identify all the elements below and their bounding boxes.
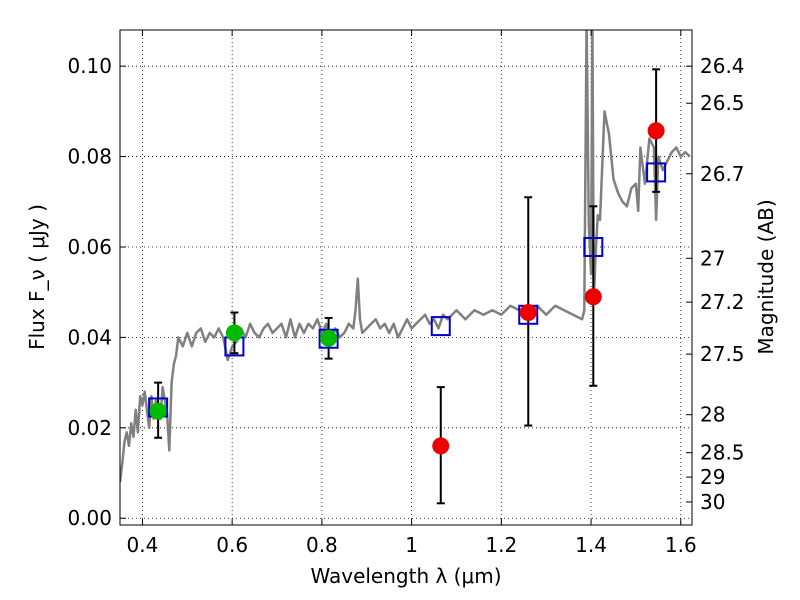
detection-point xyxy=(149,402,167,420)
model-sed-line xyxy=(120,30,691,483)
y-tick-label: 0.08 xyxy=(67,145,112,169)
mag-tick-label: 29 xyxy=(700,465,725,489)
x-tick-label: 0.8 xyxy=(306,533,338,557)
y-axis-title: Flux F_ν ( μJy ) xyxy=(25,204,49,350)
upper-limit-point xyxy=(647,122,665,140)
axis-ticks: 0.4 0.6 0.8 1 1.2 1.4 1.6 0.00 0.02 0.04 0.06 0.08 0… xyxy=(67,30,745,557)
mag-tick-label: 26.4 xyxy=(700,54,745,78)
detection-point xyxy=(320,329,338,347)
model-square-marker xyxy=(430,316,451,337)
upper-limit-point xyxy=(519,304,537,322)
mag-tick-label: 30 xyxy=(700,490,725,514)
x-tick-label: 1 xyxy=(405,533,418,557)
x-tick-label: 0.4 xyxy=(127,533,159,557)
y-tick-label: 0.04 xyxy=(67,325,112,349)
model-square-marker xyxy=(318,328,339,349)
x-tick-label: 0.6 xyxy=(216,533,248,557)
x-tick-label: 1.6 xyxy=(665,533,697,557)
y-tick-label: 0.10 xyxy=(67,54,112,78)
plot-frame xyxy=(119,29,693,526)
y-tick-label: 0.06 xyxy=(67,235,112,259)
model-square-marker xyxy=(646,162,667,183)
y-tick-label: 0.00 xyxy=(67,506,112,530)
upper-limit-point xyxy=(584,288,602,306)
y-axis-right-title: Magnitude (AB) xyxy=(754,199,778,354)
x-axis-title: Wavelength λ (μm) xyxy=(310,564,501,588)
x-tick-label: 1.4 xyxy=(575,533,607,557)
grid-lines xyxy=(120,30,692,525)
model-square-marker xyxy=(583,236,604,257)
marker-layer xyxy=(148,122,667,455)
mag-tick-label: 28.5 xyxy=(700,441,745,465)
mag-tick-label: 26.7 xyxy=(700,162,745,186)
mag-tick-label: 27.5 xyxy=(700,342,745,366)
mag-tick-label: 27 xyxy=(700,246,725,270)
data-layer xyxy=(120,30,691,483)
mag-tick-label: 27.2 xyxy=(700,290,745,314)
mag-tick-label: 28 xyxy=(700,403,725,427)
mag-tick-label: 26.5 xyxy=(700,91,745,115)
upper-limit-point xyxy=(432,437,450,455)
x-tick-label: 1.2 xyxy=(485,533,517,557)
detection-point xyxy=(225,324,243,342)
y-tick-label: 0.02 xyxy=(67,416,112,440)
